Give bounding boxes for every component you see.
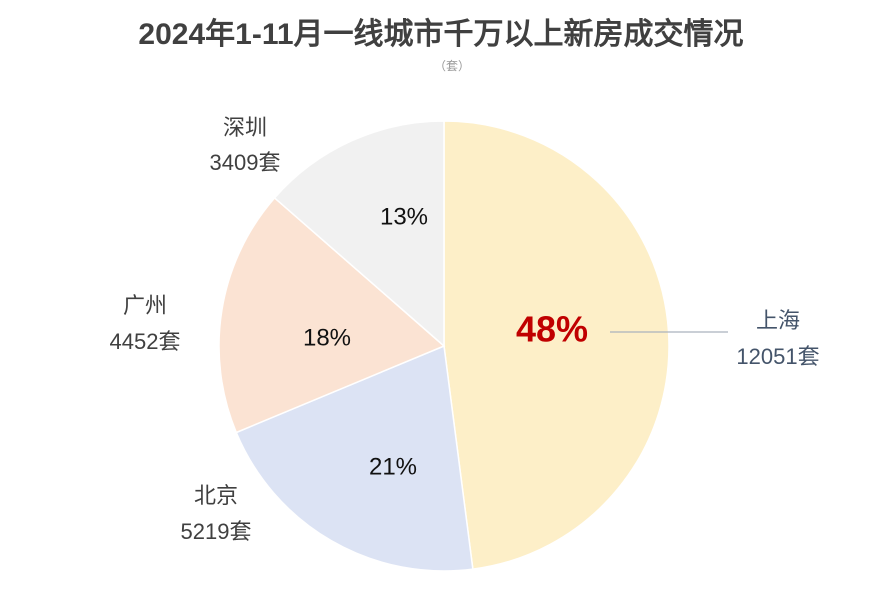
- percent-label: 13%: [380, 203, 428, 230]
- category-label: 上海: [756, 308, 800, 333]
- pie-slice: [273, 120, 445, 348]
- chart-subtitle: （套）: [434, 59, 470, 73]
- pie-slice: [235, 344, 474, 572]
- percent-label: 21%: [369, 453, 417, 480]
- pie: [218, 120, 670, 572]
- percent-label: 48%: [516, 309, 588, 350]
- category-label: 深圳: [223, 115, 267, 140]
- value-label: 4452套: [110, 329, 181, 354]
- value-label: 12051套: [736, 344, 819, 369]
- pie-slice: [218, 196, 446, 434]
- value-label: 3409套: [210, 150, 281, 175]
- value-label: 5219套: [181, 519, 252, 544]
- percent-label: 18%: [303, 324, 351, 351]
- category-label: 北京: [194, 483, 238, 508]
- category-label: 广州: [123, 293, 167, 318]
- chart-title: 2024年1-11月一线城市千万以上新房成交情况: [138, 17, 743, 51]
